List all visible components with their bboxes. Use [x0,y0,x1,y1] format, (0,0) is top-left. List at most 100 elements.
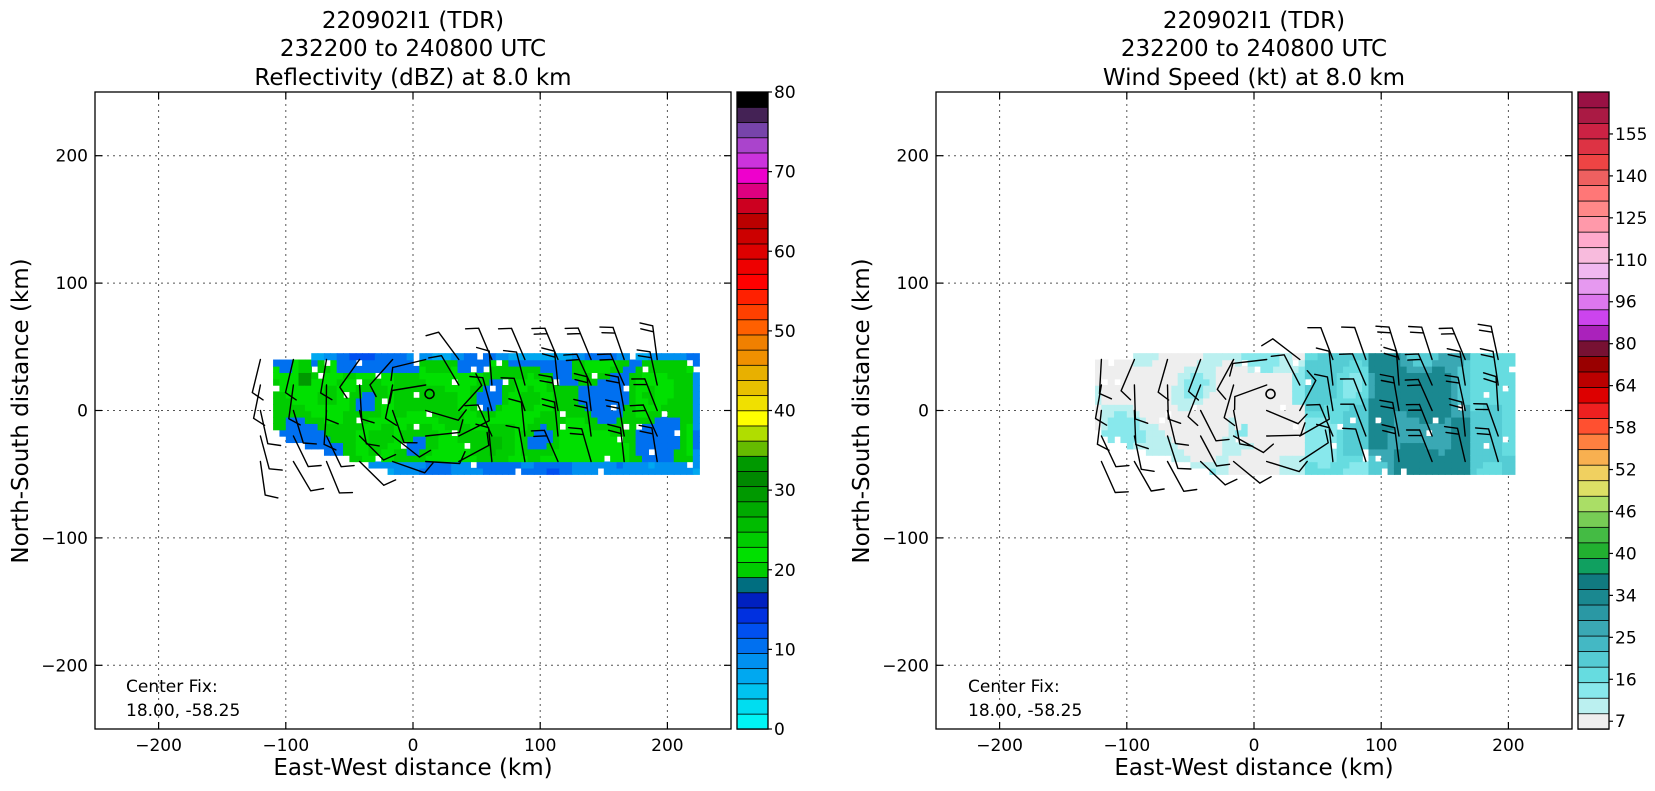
field-cell [1190,455,1198,463]
field-cell [482,391,491,399]
field-cell [393,353,401,361]
field-cell [629,448,637,456]
field-cell [692,461,700,469]
field-cell [304,397,312,405]
field-cell [1279,429,1287,437]
field-cell [1438,353,1446,361]
field-cell [336,397,344,405]
field-cell [1482,461,1491,469]
field-cell [533,359,541,367]
field-cell [591,455,599,463]
field-cell [508,353,516,361]
field-cell [546,404,554,412]
field-cell [1362,416,1370,424]
field-cell [1152,359,1160,367]
field-cell [406,467,414,475]
field-cell [686,467,694,475]
field-cell [393,365,401,373]
field-cell [381,353,389,361]
field-cell [1343,372,1351,380]
field-cell [527,467,535,475]
field-cell [1241,397,1249,405]
field-cell [419,410,427,418]
field-cell [336,391,344,399]
field-cell [629,423,637,431]
field-cell [1247,372,1255,380]
field-cell [502,461,510,469]
field-cell [413,429,421,437]
field-cell [603,410,611,418]
field-cell [330,397,338,405]
wind-barb [502,349,526,386]
field-cell [673,365,681,373]
field-cell [330,442,338,450]
field-cell [355,442,363,450]
field-cell [502,365,510,373]
field-cell [1171,410,1179,418]
field-cell [1343,448,1351,456]
field-cell [463,391,471,399]
field-cell [1419,423,1427,431]
field-cell [406,404,414,412]
colorbar-segment [1577,448,1610,466]
field-cell [680,372,688,380]
field-cell [1451,404,1459,412]
field-cell [673,461,681,469]
field-cell [597,365,605,373]
field-cell [667,410,675,418]
field-cell [279,404,287,412]
field-cell [425,448,433,456]
field-cell [368,365,376,373]
field-cell [1273,467,1281,475]
field-cell [1247,353,1255,361]
field-cell [686,404,694,412]
field-cell [661,455,669,463]
field-cell [1470,365,1478,373]
field-cell [1254,372,1262,380]
field-cell [578,410,586,418]
field-cell [444,372,452,380]
field-cell [552,385,560,393]
field-cell [323,448,332,456]
field-cell [1292,429,1300,437]
colorbar-segment [1577,619,1610,637]
field-cell [1502,423,1510,431]
field-cell [311,372,319,380]
field-cell [1476,448,1484,456]
wind-barb [1299,405,1330,437]
field-cell [1406,391,1414,399]
field-cell [540,416,548,424]
field-cell [311,404,319,412]
field-cell [393,448,401,456]
field-cell [438,423,446,431]
colorbar-segment [736,622,769,639]
field-cell [1234,410,1242,418]
colorbar-segment [736,243,769,260]
field-cell [425,365,433,373]
field-cell [673,353,681,361]
field-cell [597,410,605,418]
field-cell [1451,385,1459,393]
field-cell [1374,435,1382,444]
field-cell [1413,461,1421,469]
field-cell [1330,397,1338,405]
field-cell [1336,397,1344,405]
field-cell [355,435,363,444]
colorbar-segment [1577,557,1610,575]
field-cell [692,378,700,386]
field-cell [438,467,446,475]
field-cell [552,391,560,399]
field-cell [1298,423,1306,431]
field-cell [629,435,637,444]
field-cell [387,385,395,393]
field-cell [1184,442,1192,450]
field-cell [1215,359,1223,367]
field-cell [1279,461,1287,469]
field-cell [559,365,567,373]
field-cell [451,416,459,424]
field-cell [273,365,281,373]
field-cell [667,423,675,431]
field-cell [406,378,414,386]
field-cell [559,429,567,437]
